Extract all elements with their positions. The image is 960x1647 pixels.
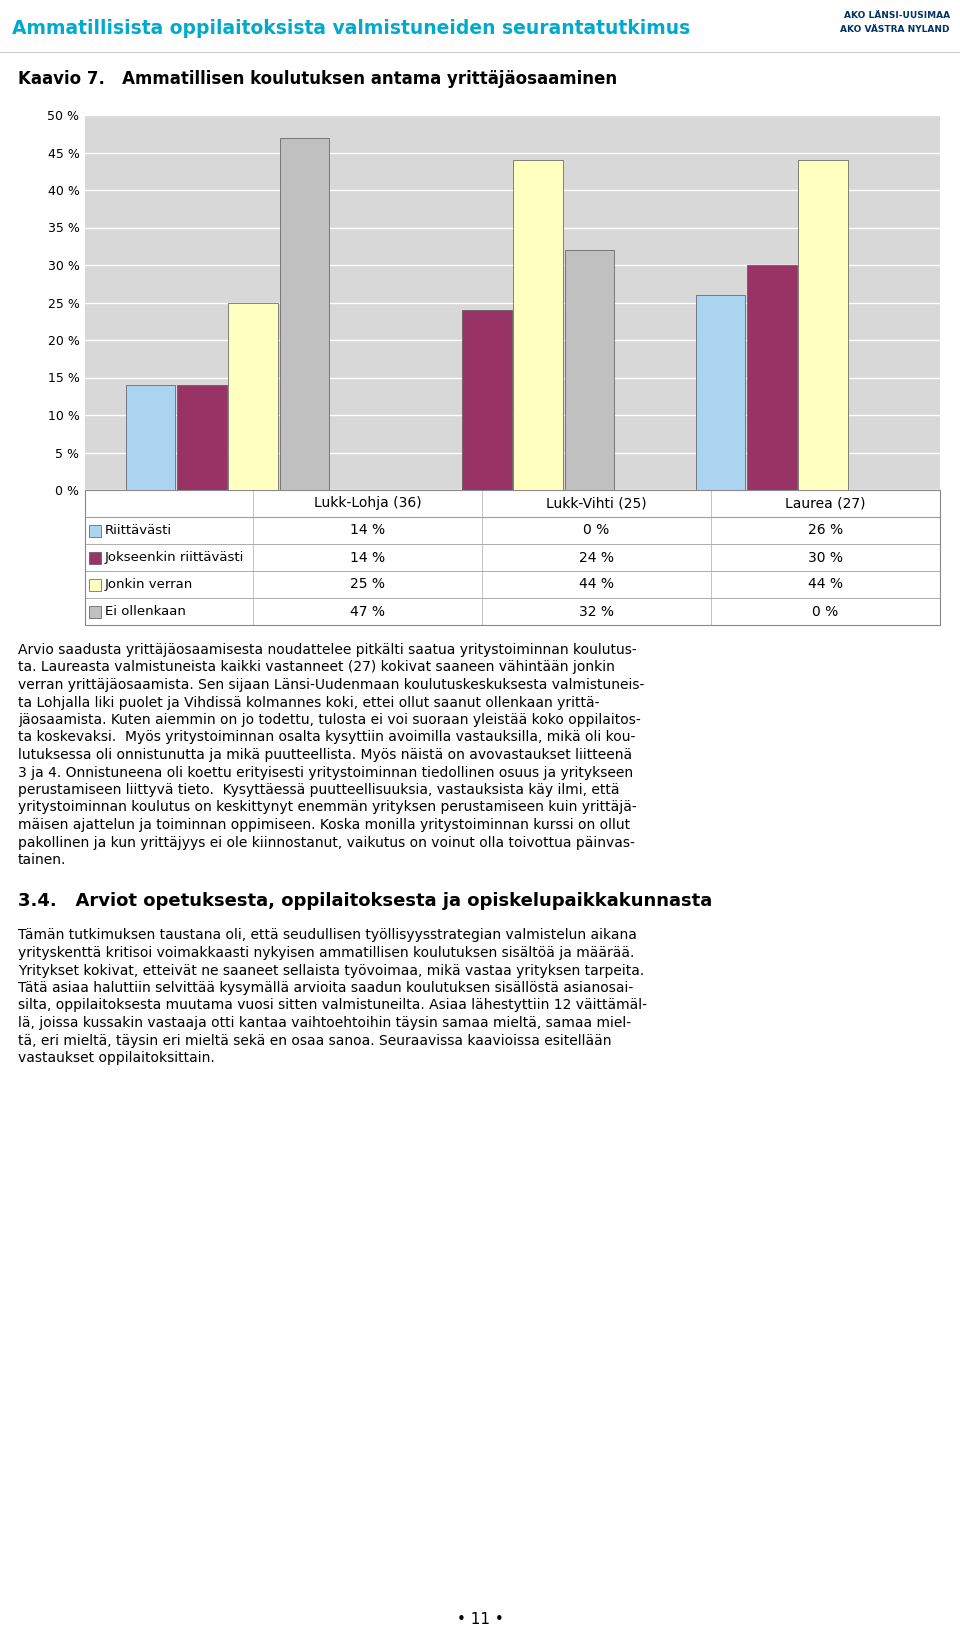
Text: lä, joissa kussakin vastaaja otti kantaa vaihtoehtoihin täysin samaa mieltä, sam: lä, joissa kussakin vastaaja otti kantaa… bbox=[18, 1016, 631, 1029]
Text: ta. Laureasta valmistuneista kaikki vastanneet (27) kokivat saaneen vähintään jo: ta. Laureasta valmistuneista kaikki vast… bbox=[18, 660, 614, 675]
Text: lutuksessa oli onnistunutta ja mikä puutteellista. Myös näistä on avovastaukset : lutuksessa oli onnistunutta ja mikä puut… bbox=[18, 748, 632, 763]
Bar bbox=[462, 310, 512, 491]
Bar bbox=[564, 250, 614, 491]
Text: Jokseenkin riittävästi: Jokseenkin riittävästi bbox=[105, 552, 245, 563]
Text: Laurea (27): Laurea (27) bbox=[785, 496, 866, 511]
Text: Lukk-Vihti (25): Lukk-Vihti (25) bbox=[546, 496, 647, 511]
Text: vastaukset oppilaitoksittain.: vastaukset oppilaitoksittain. bbox=[18, 1051, 215, 1066]
Text: 26 %: 26 % bbox=[808, 524, 843, 537]
Bar bbox=[89, 578, 101, 591]
Text: silta, oppilaitoksesta muutama vuosi sitten valmistuneilta. Asiaa lähestyttiin 1: silta, oppilaitoksesta muutama vuosi sit… bbox=[18, 998, 647, 1013]
Text: tainen.: tainen. bbox=[18, 853, 66, 866]
Text: Ammatillisista oppilaitoksista valmistuneiden seurantatutkimus: Ammatillisista oppilaitoksista valmistun… bbox=[12, 18, 690, 38]
Text: perustamiseen liittyvä tieto.  Kysyttäessä puutteellisuuksia, vastauksista käy i: perustamiseen liittyvä tieto. Kysyttäess… bbox=[18, 782, 619, 797]
Text: jäosaamista. Kuten aiemmin on jo todettu, tulosta ei voi suoraan yleistää koko o: jäosaamista. Kuten aiemmin on jo todettu… bbox=[18, 713, 640, 726]
Bar bbox=[85, 544, 940, 572]
Text: verran yrittäjäosaamista. Sen sijaan Länsi-Uudenmaan koulutuskeskuksesta valmist: verran yrittäjäosaamista. Sen sijaan Län… bbox=[18, 679, 644, 692]
Text: yritystoiminnan koulutus on keskittynyt enemmän yrityksen perustamiseen kuin yri: yritystoiminnan koulutus on keskittynyt … bbox=[18, 800, 636, 815]
Text: Yritykset kokivat, etteivät ne saaneet sellaista työvoimaa, mikä vastaa yritykse: Yritykset kokivat, etteivät ne saaneet s… bbox=[18, 963, 644, 978]
Text: 24 %: 24 % bbox=[579, 550, 614, 565]
Text: Tätä asiaa haluttiin selvittää kysymällä arvioita saadun koulutuksen sisällöstä : Tätä asiaa haluttiin selvittää kysymällä… bbox=[18, 982, 634, 995]
Text: Ei ollenkaan: Ei ollenkaan bbox=[105, 604, 186, 618]
Bar bbox=[514, 160, 563, 491]
Text: AKO VÄSTRA NYLAND: AKO VÄSTRA NYLAND bbox=[841, 25, 950, 35]
Bar bbox=[126, 385, 176, 491]
Text: Tämän tutkimuksen taustana oli, että seudullisen työllisyysstrategian valmistelu: Tämän tutkimuksen taustana oli, että seu… bbox=[18, 929, 636, 942]
Text: AKO LÄNSI-UUSIMAA: AKO LÄNSI-UUSIMAA bbox=[844, 12, 950, 20]
Bar bbox=[696, 295, 745, 491]
Text: Jonkin verran: Jonkin verran bbox=[105, 578, 193, 591]
Bar bbox=[85, 517, 940, 544]
Text: Arvio saadusta yrittäjäosaamisesta noudattelee pitkälti saatua yritystoiminnan k: Arvio saadusta yrittäjäosaamisesta nouda… bbox=[18, 642, 636, 657]
Text: Lukk-Lohja (36): Lukk-Lohja (36) bbox=[314, 496, 421, 511]
Bar bbox=[85, 572, 940, 598]
Bar bbox=[89, 552, 101, 563]
Text: 44 %: 44 % bbox=[579, 578, 614, 591]
Text: yrityskenttä kritisoi voimakkaasti nykyisen ammatillisen koulutuksen sisältöä ja: yrityskenttä kritisoi voimakkaasti nykyi… bbox=[18, 945, 635, 960]
Text: mäisen ajattelun ja toiminnan oppimiseen. Koska monilla yritystoiminnan kurssi o: mäisen ajattelun ja toiminnan oppimiseen… bbox=[18, 819, 630, 832]
Text: ta Lohjalla liki puolet ja Vihdissä kolmannes koki, ettei ollut saanut ollenkaan: ta Lohjalla liki puolet ja Vihdissä kolm… bbox=[18, 695, 599, 710]
Text: 44 %: 44 % bbox=[808, 578, 843, 591]
Text: 0 %: 0 % bbox=[584, 524, 610, 537]
Text: • 11 •: • 11 • bbox=[457, 1612, 503, 1627]
Bar bbox=[279, 137, 329, 491]
Text: 32 %: 32 % bbox=[579, 604, 614, 619]
Text: Riittävästi: Riittävästi bbox=[105, 524, 172, 537]
Text: ta koskevaksi.  Myös yritystoiminnan osalta kysyttiin avoimilla vastauksilla, mi: ta koskevaksi. Myös yritystoiminnan osal… bbox=[18, 731, 636, 744]
Text: Kaavio 7.   Ammatillisen koulutuksen antama yrittäjäosaaminen: Kaavio 7. Ammatillisen koulutuksen antam… bbox=[18, 71, 617, 87]
Text: 47 %: 47 % bbox=[350, 604, 385, 619]
Text: pakollinen ja kun yrittäjyys ei ole kiinnostanut, vaikutus on voinut olla toivot: pakollinen ja kun yrittäjyys ei ole kiin… bbox=[18, 835, 635, 850]
Text: 25 %: 25 % bbox=[350, 578, 385, 591]
Text: tä, eri mieltä, täysin eri mieltä sekä en osaa sanoa. Seuraavissa kaavioissa esi: tä, eri mieltä, täysin eri mieltä sekä e… bbox=[18, 1034, 612, 1047]
Bar bbox=[799, 160, 848, 491]
Text: 0 %: 0 % bbox=[812, 604, 839, 619]
Bar bbox=[89, 606, 101, 618]
Bar bbox=[85, 598, 940, 624]
Bar bbox=[177, 385, 227, 491]
Text: 3 ja 4. Onnistuneena oli koettu erityisesti yritystoiminnan tiedollinen osuus ja: 3 ja 4. Onnistuneena oli koettu erityise… bbox=[18, 766, 634, 779]
Bar bbox=[747, 265, 797, 491]
Text: 14 %: 14 % bbox=[350, 524, 385, 537]
Text: 3.4.   Arviot opetuksesta, oppilaitoksesta ja opiskelupaikkakunnasta: 3.4. Arviot opetuksesta, oppilaitoksesta… bbox=[18, 893, 712, 911]
Bar bbox=[85, 491, 940, 624]
Bar bbox=[228, 303, 278, 491]
Bar bbox=[89, 524, 101, 537]
Text: 14 %: 14 % bbox=[350, 550, 385, 565]
Text: 30 %: 30 % bbox=[808, 550, 843, 565]
